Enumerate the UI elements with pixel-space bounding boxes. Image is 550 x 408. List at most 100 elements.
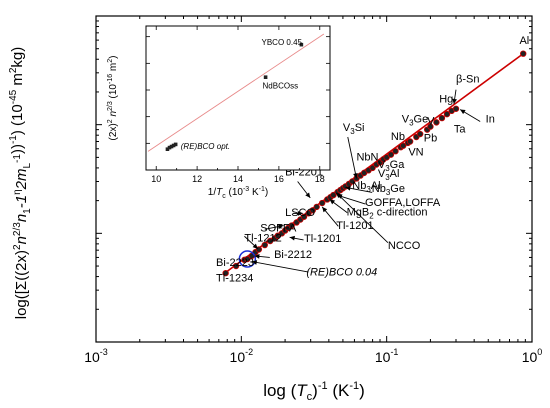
y-axis-title-part: 2 bbox=[13, 180, 30, 190]
data-point bbox=[222, 269, 229, 277]
data-point bbox=[520, 50, 527, 57]
point-label-text: Pb bbox=[424, 132, 437, 144]
arrow-head bbox=[353, 173, 358, 179]
y-axis-title-part: kg) bbox=[9, 47, 26, 68]
data-point bbox=[267, 237, 274, 245]
point-label: V3Ge bbox=[402, 113, 428, 127]
y-axis-title-part: 2 bbox=[12, 244, 23, 250]
inset-plot: 10 12 14 16 181/Tc (10-3 K-1)(2x)2 n2/3 (10-… bbox=[107, 25, 331, 200]
y-axis-title-part: -1 bbox=[12, 154, 23, 163]
point-label: Pb bbox=[424, 132, 437, 144]
point-label-tail: Ge bbox=[414, 113, 429, 125]
point-label: Hg bbox=[439, 93, 453, 105]
point-label-text: GOFFA,LOFFA bbox=[365, 197, 441, 209]
point-label-sub: 3 bbox=[386, 188, 391, 197]
data-point bbox=[406, 138, 414, 145]
inset-y-axis-title: (2x)2 n2/3 (10-16 m2) bbox=[107, 56, 119, 141]
point-label: VN bbox=[408, 147, 423, 159]
point-label-sub: 3 bbox=[385, 173, 390, 182]
point-label: Ta bbox=[454, 123, 467, 135]
data-point bbox=[443, 110, 451, 118]
y-axis-title-part: 1 bbox=[22, 208, 33, 214]
inset-data-point bbox=[171, 143, 176, 148]
point-label: (RE)BCO 0.04 bbox=[306, 266, 377, 278]
x-tick-exp: -1 bbox=[390, 347, 398, 357]
x-tick-exp: -2 bbox=[245, 347, 253, 357]
point-label: Bi-2223 bbox=[216, 257, 254, 269]
arrow-line bbox=[335, 192, 389, 244]
x-axis-title-part: (K bbox=[328, 381, 350, 400]
y-axis-title-part: n bbox=[13, 236, 30, 244]
inset-x-axis-title: 1/Tc (10-3 K-1) bbox=[208, 186, 268, 200]
point-label: Al bbox=[519, 35, 529, 47]
x-axis-title-part: log ( bbox=[263, 381, 296, 400]
point-label-sub: 3 bbox=[366, 185, 371, 194]
x-tick-label: 10-2 bbox=[230, 347, 254, 365]
inset-data-point bbox=[167, 145, 172, 150]
arrow-head bbox=[452, 98, 457, 104]
x-axis-title-part: ) bbox=[359, 381, 365, 400]
inset-data-point bbox=[169, 144, 174, 149]
y-axis-title-part: )) bbox=[9, 144, 26, 154]
inset-data-point bbox=[173, 142, 178, 147]
data-point bbox=[438, 114, 446, 122]
point-label: Tl-1234 bbox=[216, 273, 253, 285]
data-point bbox=[288, 222, 295, 229]
inset-x-axis-title-part: K bbox=[249, 187, 259, 198]
y-axis-title-part: n bbox=[13, 214, 30, 222]
inset-frame bbox=[145, 25, 331, 171]
point-label-tail: Si bbox=[355, 122, 365, 134]
data-point bbox=[349, 178, 356, 185]
point-label: GOFFA,LOFFA bbox=[365, 197, 441, 209]
inset-x-tick-label: 14 bbox=[233, 174, 243, 184]
point-label-text: SOFFA bbox=[260, 222, 297, 234]
point-label-tail: Ga bbox=[390, 159, 406, 171]
point-label-sub: 2 bbox=[369, 211, 374, 220]
inset-point-label: (RE)BCO opt. bbox=[181, 142, 230, 151]
point-label-sub: 3 bbox=[350, 127, 355, 136]
point-label-tail: c-direction bbox=[374, 206, 428, 218]
point-label-text: Tl-1201 bbox=[336, 220, 373, 232]
arrow-head bbox=[254, 254, 260, 259]
point-label-text: Ta bbox=[454, 123, 467, 135]
inset-x-tick-label: 12 bbox=[192, 174, 202, 184]
y-axis-title-part: log( bbox=[13, 294, 30, 319]
data-point bbox=[433, 119, 440, 126]
x-tick-exp: 0 bbox=[537, 347, 542, 357]
inset-data-point bbox=[165, 147, 170, 151]
point-label-text: In bbox=[486, 113, 495, 125]
point-label-text: NCCO bbox=[388, 240, 421, 252]
x-axis-title-part: ) bbox=[312, 381, 318, 400]
data-point bbox=[232, 262, 240, 270]
data-point bbox=[300, 213, 308, 220]
arrow-head bbox=[305, 192, 311, 198]
inset-x-axis-title-part: (10 bbox=[226, 187, 244, 198]
point-label: β-Sn bbox=[456, 73, 479, 85]
y-axis-title-part: m bbox=[9, 73, 26, 90]
inset-data-point bbox=[299, 42, 304, 47]
point-label: Tl-1201 bbox=[336, 220, 373, 232]
point-label: Bi-2212 bbox=[274, 249, 312, 261]
inset-point-label: YBCO 0.45 bbox=[262, 38, 303, 47]
inset-y-axis-title-part: 2 bbox=[107, 119, 114, 123]
arrow-line bbox=[347, 136, 357, 179]
data-point bbox=[261, 241, 268, 249]
arrow-head bbox=[251, 260, 258, 265]
x-tick-label: 10-1 bbox=[375, 347, 399, 365]
y-axis-title-part: -1 bbox=[8, 135, 19, 144]
y-axis-title-part: m bbox=[13, 169, 30, 182]
inset-y-axis-title-part: (2x) bbox=[108, 123, 119, 140]
inset-y-axis-title-part: (10 bbox=[108, 84, 119, 102]
x-tick-label: 10-3 bbox=[84, 347, 108, 365]
data-point bbox=[452, 105, 460, 112]
inset-x-tick-label: 18 bbox=[315, 174, 325, 184]
inset-x-axis-title-part: T bbox=[216, 187, 223, 198]
data-point bbox=[309, 207, 316, 214]
y-axis-title-part: 2 bbox=[8, 67, 19, 73]
x-axis-title: log (Tc)-1 (K-1) bbox=[263, 380, 365, 403]
y-axis-title-part: ) bbox=[9, 130, 26, 135]
point-label: SOFFA bbox=[260, 222, 297, 234]
y-axis-title-part: 2/3 bbox=[12, 222, 23, 236]
y-axis-title-part: [Σ((2x) bbox=[13, 250, 30, 294]
arrow-head bbox=[336, 192, 342, 199]
